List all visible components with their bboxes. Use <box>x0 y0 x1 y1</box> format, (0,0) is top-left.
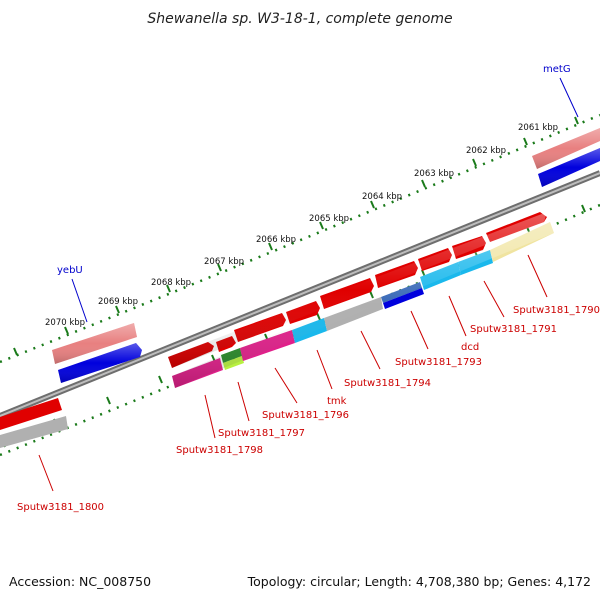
gene-label-yebU: yebU <box>57 265 83 276</box>
feature-yebU-light[interactable] <box>52 323 137 364</box>
gene-label-sputw3181-1790: Sputw3181_1790 <box>513 305 600 316</box>
gene-label-dcd: dcd <box>461 342 479 353</box>
outer-scale-track <box>0 113 600 364</box>
scale-label-2064: 2064 kbp <box>362 192 402 202</box>
gene-label-metG: metG <box>543 64 571 75</box>
gene-label-sputw3181-1796: Sputw3181_1796 <box>262 410 349 421</box>
scale-label-2066: 2066 kbp <box>256 235 296 245</box>
scale-label-2070: 2070 kbp <box>45 318 85 328</box>
gene-label-sputw3181-1794: Sputw3181_1794 <box>344 378 431 389</box>
scale-label-2067: 2067 kbp <box>204 257 244 267</box>
topology-text: Topology: circular; Length: 4,708,380 bp… <box>247 574 591 589</box>
gene-label-sputw3181-1798: Sputw3181_1798 <box>176 445 263 456</box>
scale-label-2069: 2069 kbp <box>98 297 138 307</box>
scale-label-2061: 2061 kbp <box>518 123 558 133</box>
gene-label-sputw3181-1793: Sputw3181_1793 <box>395 357 482 368</box>
scale-label-2068: 2068 kbp <box>151 278 191 288</box>
scale-label-2063: 2063 kbp <box>414 169 454 179</box>
scale-label-2065: 2065 kbp <box>309 214 349 224</box>
scale-label-2062: 2062 kbp <box>466 146 506 156</box>
accession-text: Accession: NC_008750 <box>9 574 151 589</box>
feature-metG-light[interactable] <box>532 128 600 169</box>
genome-backbone <box>0 170 600 419</box>
gene-label-tmk: tmk <box>327 396 347 407</box>
gene-label-sputw3181-1797: Sputw3181_1797 <box>218 428 305 439</box>
feature-yebU-blue[interactable] <box>58 343 142 383</box>
feature-metG-blue[interactable] <box>538 148 600 187</box>
gene-label-sputw3181-1791: Sputw3181_1791 <box>470 324 557 335</box>
label-leader-lines <box>38 77 579 492</box>
gene-label-sputw3181-1800: Sputw3181_1800 <box>17 502 104 513</box>
map-title: Shewanella sp. W3-18-1, complete genome <box>147 11 452 27</box>
gene-red-arrows[interactable] <box>0 212 547 430</box>
gene-category-row[interactable] <box>0 222 554 448</box>
